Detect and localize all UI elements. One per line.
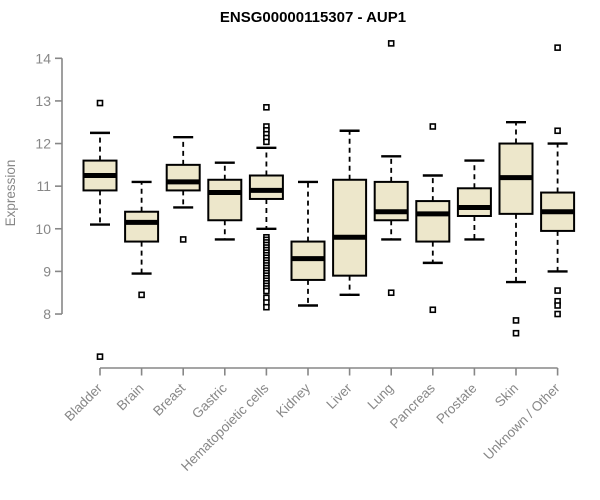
iqr-box (415, 200, 451, 243)
x-tick-label-pancreas: Pancreas (387, 380, 438, 431)
x-tick-label-bladder: Bladder (62, 380, 106, 424)
boxplot-bladder (82, 99, 118, 360)
x-tick-label-breast: Breast (150, 380, 188, 418)
outlier-point (263, 138, 270, 146)
outlier-point (429, 123, 437, 130)
iqr-box (124, 210, 160, 243)
iqr-box (373, 180, 409, 222)
outlier-point (512, 317, 520, 324)
iqr-box (456, 187, 492, 217)
y-tick-label: 10 (35, 221, 51, 237)
y-axis: 8 9 10 11 12 13 14 (35, 50, 63, 322)
x-tick-label-brain: Brain (114, 381, 147, 414)
boxplot-lung (373, 40, 409, 297)
boxes-layer (82, 40, 576, 360)
outlier-point (96, 353, 104, 360)
outlier-point (96, 99, 104, 107)
y-tick-label: 13 (35, 93, 51, 109)
outlier-point (387, 40, 395, 47)
boxplot-breast (165, 135, 201, 243)
iqr-box (207, 178, 243, 222)
outlier-point (138, 291, 145, 299)
boxplot-unknown-other (540, 44, 576, 318)
y-tick-label: 8 (43, 306, 51, 322)
outlier-point (263, 287, 270, 295)
x-tick-label-unknown-other: Unknown / Other (480, 380, 563, 463)
y-tick-label: 14 (35, 50, 51, 66)
x-tick-label-gastric: Gastric (189, 380, 230, 421)
x-tick-label-lung: Lung (364, 381, 396, 413)
boxplot-hematopoietic-cells (248, 104, 284, 311)
outlier-point (554, 287, 561, 294)
boxplot-prostate (456, 159, 492, 241)
boxplot-gastric (207, 161, 243, 241)
outlier-point (387, 289, 395, 297)
boxplot-pancreas (415, 123, 451, 314)
iqr-box (332, 178, 368, 277)
chart-title: ENSG00000115307 - AUP1 (220, 9, 406, 26)
x-tick-label-skin: Skin (492, 381, 521, 410)
y-tick-label: 9 (43, 263, 51, 279)
iqr-box (248, 174, 284, 200)
y-tick-label: 11 (36, 178, 51, 194)
outlier-point (554, 127, 561, 135)
outlier-point (554, 302, 561, 309)
boxplot-kidney (290, 180, 326, 307)
outlier-point (554, 44, 561, 51)
boxplot-liver (332, 129, 368, 297)
x-tick-label-liver: Liver (323, 380, 355, 412)
outlier-point (554, 310, 561, 318)
boxplot-skin (498, 121, 534, 337)
iqr-box (165, 163, 201, 192)
outlier-point (263, 104, 270, 111)
y-tick-label: 12 (35, 136, 51, 152)
outlier-point (263, 303, 270, 311)
boxplot-brain (124, 180, 160, 299)
outlier-point (179, 236, 187, 243)
outlier-point (429, 306, 437, 314)
x-tick-label-kidney: Kidney (273, 380, 313, 420)
y-axis-label: Expression (3, 160, 18, 227)
x-tick-label-prostate: Prostate (433, 381, 479, 427)
outlier-point (512, 329, 520, 337)
